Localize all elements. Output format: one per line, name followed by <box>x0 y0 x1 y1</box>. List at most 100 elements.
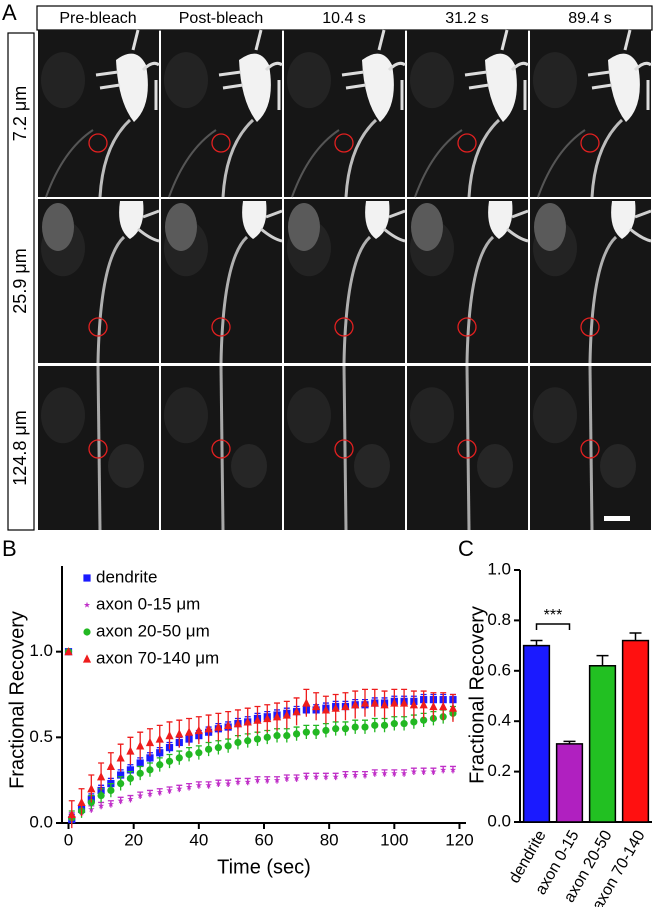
marker-circle <box>195 749 203 757</box>
marker-square <box>136 759 144 767</box>
axon <box>590 118 624 198</box>
axon <box>219 235 249 364</box>
soma <box>119 201 144 239</box>
micrograph <box>161 199 283 364</box>
row-label: 124.8 μm <box>10 410 30 485</box>
column-header: 31.2 s <box>445 10 489 27</box>
micrograph <box>161 29 283 198</box>
dendrite <box>629 209 652 243</box>
marker-circle <box>244 737 252 745</box>
soma <box>488 201 513 239</box>
marker-circle <box>175 754 183 762</box>
marker-square <box>146 754 154 762</box>
marker-circle <box>302 728 310 736</box>
marker-triangle <box>77 797 86 807</box>
marker-triangle <box>116 753 125 762</box>
marker-triangle <box>321 705 331 714</box>
bleach-roi <box>457 439 477 459</box>
marker-star <box>117 797 124 804</box>
soma <box>116 53 148 122</box>
micrograph <box>161 365 282 531</box>
row-label: 25.9 μm <box>10 248 30 313</box>
dendrite <box>260 209 283 243</box>
marker-circle <box>361 723 369 731</box>
legend-label: axon 0-15 μm <box>96 594 200 613</box>
dendrite <box>506 209 529 243</box>
marker-triangle <box>282 710 291 719</box>
column-header: Pre-bleach <box>59 10 136 27</box>
marker-star <box>273 776 281 783</box>
y-axis-title: Fractional Recovery <box>6 611 28 789</box>
marker-triangle <box>263 713 272 723</box>
micrograph <box>530 29 652 198</box>
axon <box>98 118 132 198</box>
marker-triangle <box>106 761 115 771</box>
column-header: 10.4 s <box>322 10 366 27</box>
legend-label: axon 70-140 μm <box>96 648 219 667</box>
bar <box>621 639 650 823</box>
bleach-roi <box>88 317 108 337</box>
marker-triangle <box>67 809 76 819</box>
micrograph <box>407 199 529 364</box>
marker-star <box>137 792 144 799</box>
cell-shadow <box>354 444 390 488</box>
marker-circle <box>322 726 330 735</box>
micrograph <box>407 29 529 198</box>
soma <box>485 53 517 122</box>
axon <box>221 118 255 198</box>
x-tick-label: 60 <box>255 830 274 849</box>
marker-triangle <box>429 701 438 711</box>
marker-star <box>264 776 271 783</box>
bar <box>588 665 617 823</box>
marker-circle <box>83 628 91 636</box>
x-tick-label: 80 <box>320 830 339 849</box>
marker-circle <box>332 725 340 733</box>
cell-shadow <box>164 52 208 109</box>
cell-body <box>165 203 197 251</box>
neurite <box>45 129 94 198</box>
marker-square <box>126 766 135 774</box>
cell-shadow <box>41 52 85 109</box>
axon <box>588 235 618 364</box>
x-tick-label: 40 <box>189 830 208 849</box>
marker-triangle <box>390 698 399 707</box>
marker-circle <box>165 757 174 765</box>
marker-star <box>303 773 310 780</box>
marker-circle <box>117 779 125 788</box>
marker-circle <box>263 733 271 741</box>
axon <box>465 365 471 531</box>
dendrite <box>95 29 160 110</box>
marker-triangle <box>96 772 106 781</box>
marker-star <box>254 776 261 783</box>
cell-shadow <box>410 52 454 109</box>
marker-star <box>225 780 232 787</box>
column-header: Post-bleach <box>179 10 264 27</box>
marker-star <box>361 771 369 778</box>
axon <box>342 365 348 531</box>
marker-star <box>185 783 193 790</box>
neurite <box>168 129 217 198</box>
marker-star <box>449 766 457 773</box>
marker-star <box>195 782 202 788</box>
dendrite <box>587 29 652 110</box>
marker-circle <box>410 718 418 726</box>
scale-bar <box>604 516 630 521</box>
cell-body <box>411 203 443 251</box>
legend-label: dendrite <box>96 567 157 586</box>
legend-label: axon 20-50 μm <box>96 621 210 640</box>
cell-body <box>288 203 320 251</box>
bleach-roi <box>211 317 231 337</box>
y-tick-label: 0.8 <box>487 610 511 629</box>
soma <box>611 201 636 239</box>
marker-star <box>283 775 290 782</box>
marker-triangle <box>126 746 135 755</box>
marker-star <box>410 768 418 775</box>
cell-shadow <box>231 444 267 488</box>
row-label: 7.2 μm <box>10 86 30 141</box>
bleach-roi <box>211 133 231 153</box>
marker-circle <box>400 720 408 728</box>
marker-triangle <box>399 698 409 707</box>
cell-shadow <box>533 387 577 444</box>
marker-star <box>342 771 349 778</box>
